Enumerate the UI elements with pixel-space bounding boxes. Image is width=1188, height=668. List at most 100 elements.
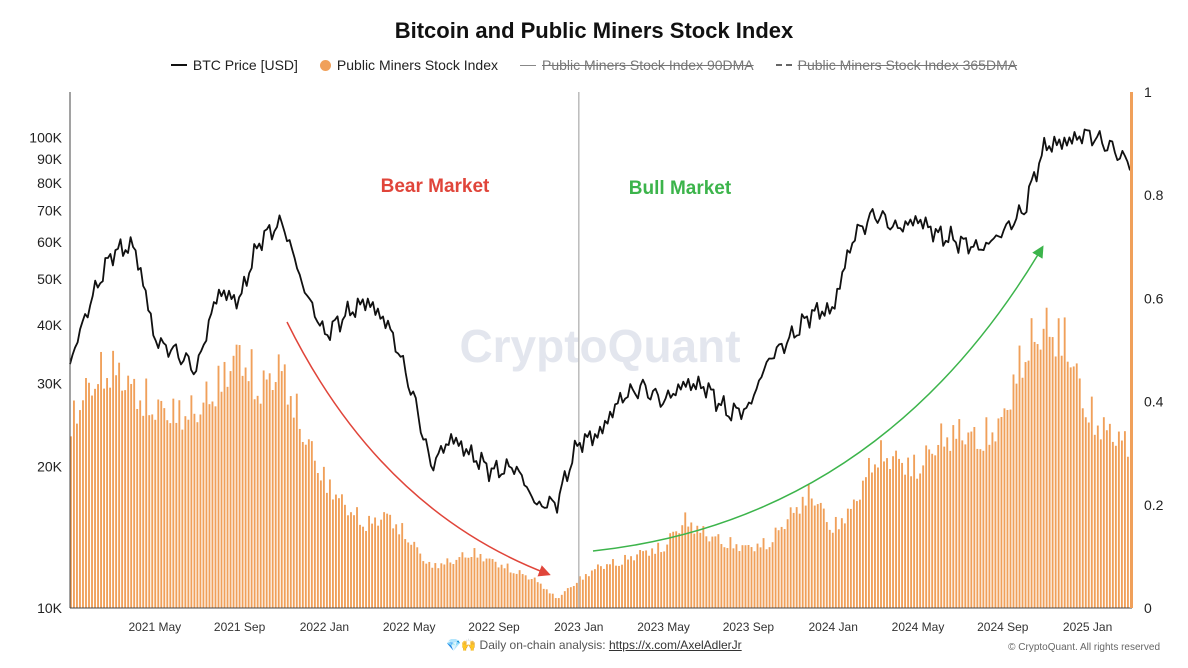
y-left-tick-label: 70K xyxy=(37,202,63,218)
miners-index-bar xyxy=(928,449,931,608)
footer-link[interactable]: https://x.com/AxelAdlerJr xyxy=(608,638,742,652)
footer-icons: 💎🙌 xyxy=(446,638,477,652)
miners-index-bar xyxy=(325,492,328,608)
miners-index-bar xyxy=(473,548,476,608)
miners-index-bar xyxy=(1078,378,1081,608)
miners-index-bar xyxy=(1018,345,1021,608)
miners-index-bar xyxy=(1126,456,1129,608)
copyright: © CryptoQuant. All rights reserved xyxy=(1008,642,1160,653)
miners-index-bar xyxy=(124,390,127,608)
miners-index-bar xyxy=(536,582,539,608)
miners-index-bar xyxy=(846,508,849,608)
legend-dot-swatch xyxy=(319,59,331,71)
miners-index-bar xyxy=(593,569,596,608)
legend-item-miners-index[interactable]: Public Miners Stock Index xyxy=(319,57,498,73)
miners-index-bar xyxy=(452,564,455,608)
miners-index-bar xyxy=(389,514,392,608)
miners-index-bar xyxy=(1108,423,1111,608)
y-left-tick-label: 60K xyxy=(37,234,63,250)
miners-index-bar xyxy=(575,582,578,608)
miners-index-bar xyxy=(289,396,292,608)
miners-index-bar xyxy=(904,474,907,608)
miners-index-bar xyxy=(774,527,777,608)
miners-index-bar xyxy=(609,564,611,608)
miners-index-bar xyxy=(868,457,870,608)
miners-index-bar xyxy=(612,559,614,608)
miners-index-bar xyxy=(467,557,470,608)
miners-index-bar xyxy=(449,562,452,608)
miners-index-bar xyxy=(97,384,99,608)
miners-index-bar xyxy=(154,419,157,608)
y-right-tick-label: 0.2 xyxy=(1144,497,1164,513)
miners-index-bar xyxy=(259,403,262,608)
miners-index-bar xyxy=(898,458,900,608)
miners-index-bar xyxy=(669,533,672,608)
miners-index-bar xyxy=(979,449,982,608)
miners-index-bar xyxy=(196,422,199,608)
miners-index-bar xyxy=(91,395,93,608)
miners-index-bar xyxy=(874,464,876,608)
miners-index-bar xyxy=(1099,439,1102,608)
miners-index-bar xyxy=(350,512,352,608)
miners-index-bar xyxy=(919,473,922,608)
miners-index-bar xyxy=(880,440,882,608)
miners-index-bar xyxy=(286,404,289,608)
miners-index-bar xyxy=(190,395,193,608)
miners-index-bar xyxy=(988,444,991,608)
miners-index-bar xyxy=(889,469,891,608)
legend-item-miners-365dma[interactable]: Public Miners Stock Index 365DMA xyxy=(775,57,1018,73)
y-left-tick-label: 30K xyxy=(37,376,63,392)
miners-index-bar xyxy=(112,350,115,608)
miners-index-bar xyxy=(142,415,145,608)
miners-index-bars xyxy=(70,307,1129,608)
miners-index-bar xyxy=(684,512,687,608)
x-tick-label: 2025 Jan xyxy=(1063,620,1112,634)
x-tick-label: 2022 Jan xyxy=(300,620,349,634)
miners-index-bar xyxy=(584,574,587,608)
miners-index-bar xyxy=(262,370,265,608)
miners-index-bar xyxy=(786,519,789,608)
miners-index-bar xyxy=(795,507,798,608)
miners-index-bar xyxy=(85,378,87,608)
miners-index-bar xyxy=(223,361,226,608)
miners-index-bar xyxy=(506,563,509,608)
miners-index-bar xyxy=(681,525,684,608)
miners-index-bar xyxy=(193,413,196,608)
miners-index-bar xyxy=(627,559,629,608)
miners-index-bar xyxy=(991,432,994,608)
miners-index-bar xyxy=(1042,328,1045,608)
miners-index-bar xyxy=(858,499,861,608)
legend-item-btc-price[interactable]: BTC Price [USD] xyxy=(170,57,298,73)
miners-index-bar xyxy=(606,564,608,608)
miners-index-bar xyxy=(434,563,437,608)
miners-index-bar xyxy=(642,551,645,608)
footer: 💎🙌 Daily on-chain analysis: https://x.co… xyxy=(0,638,1188,652)
miners-index-bar xyxy=(301,441,304,608)
y-right-tick-label: 0 xyxy=(1144,600,1152,616)
miners-index-bar xyxy=(109,387,112,608)
miners-index-bar xyxy=(1006,409,1009,608)
miners-index-bar xyxy=(563,591,566,608)
miners-index-bar xyxy=(464,557,467,608)
miners-index-bar xyxy=(946,437,949,608)
miners-index-bar xyxy=(491,559,494,608)
miners-index-bar xyxy=(1045,307,1048,608)
y-left-tick-label: 40K xyxy=(37,317,63,333)
miners-index-bar xyxy=(955,438,958,608)
y-left-tick-label: 10K xyxy=(37,600,63,616)
miners-index-bar xyxy=(967,432,970,608)
miners-index-bar xyxy=(461,552,464,608)
legend-item-miners-90dma[interactable]: Public Miners Stock Index 90DMA xyxy=(520,57,754,73)
miners-index-bar xyxy=(79,410,81,608)
miners-index-bar xyxy=(834,516,837,608)
miners-index-bar xyxy=(1081,408,1084,608)
miners-index-bar xyxy=(494,561,497,608)
miners-index-bar xyxy=(545,589,548,608)
miners-index-bar xyxy=(187,419,190,608)
legend-label: Public Miners Stock Index 365DMA xyxy=(797,57,1018,73)
miners-index-bar xyxy=(687,526,690,608)
miners-index-bar xyxy=(341,494,343,608)
miners-index-bar xyxy=(913,454,916,608)
miners-index-bar xyxy=(657,542,660,608)
miners-index-bar xyxy=(1030,318,1033,608)
